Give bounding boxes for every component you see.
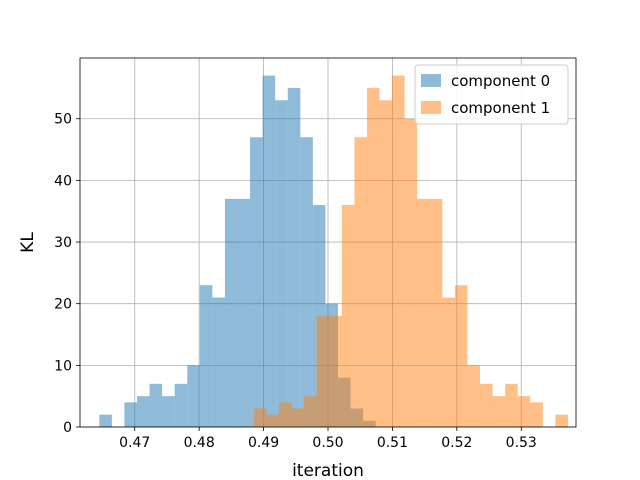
histogram-bar-series-0 (124, 402, 138, 427)
histogram-bar-series-1 (454, 285, 468, 427)
histogram-bar-series-1 (354, 137, 367, 427)
histogram-bar-series-0 (275, 100, 288, 427)
y-tick-label: 30 (54, 235, 72, 251)
histogram-bar-series-1 (316, 316, 330, 427)
histogram-bar-series-1 (555, 414, 568, 427)
histogram-bar-series-0 (137, 396, 150, 427)
x-tick-label: 0.50 (312, 435, 343, 451)
legend-frame (414, 64, 569, 125)
legend: component 0 component 1 (414, 64, 569, 125)
histogram-bar-series-0 (149, 383, 163, 427)
histogram-bar-series-0 (99, 414, 112, 427)
y-tick-label: 10 (54, 358, 72, 374)
histogram-bar-series-1 (417, 198, 430, 427)
histogram-bar-series-1 (467, 365, 481, 427)
axis-ticks: 0.47 0.48 0.49 0.50 0.51 0.52 0.53 0 10 20 30 40 50 (54, 112, 537, 451)
histogram-bar-series-1 (429, 198, 443, 427)
histogram-bar-series-0 (224, 198, 238, 427)
histogram-bar-series-1 (480, 383, 493, 427)
x-tick-label: 0.49 (248, 435, 279, 451)
histogram-bar-series-1 (329, 316, 342, 427)
histogram-bar-series-0 (300, 137, 313, 427)
legend-label-0: component 0 (451, 72, 550, 90)
histogram-bar-series-1 (392, 75, 405, 428)
y-tick-label: 0 (63, 420, 72, 436)
x-tick-label: 0.53 (506, 435, 537, 451)
histogram-bar-series-1 (517, 396, 531, 427)
histogram-bar-series-1 (366, 87, 380, 427)
histogram-bar-series-1 (404, 118, 418, 428)
histogram-bar-series-1 (341, 205, 355, 427)
histogram-bar-series-1 (530, 402, 543, 427)
histogram-bar-series-1 (291, 408, 305, 427)
histogram-bar-series-0 (237, 198, 251, 427)
histogram-bar-series-1 (492, 396, 506, 427)
histogram-bar-series-0 (287, 87, 301, 427)
x-tick-label: 0.47 (119, 435, 150, 451)
legend-swatch-1 (421, 101, 441, 114)
histogram-bar-series-1 (253, 408, 267, 427)
histogram-bar-series-0 (174, 383, 188, 427)
histogram-bar-series-1 (379, 100, 393, 427)
histogram-bar-series-0 (199, 285, 213, 427)
x-tick-label: 0.51 (377, 435, 408, 451)
y-tick-label: 50 (54, 112, 72, 128)
y-tick-label: 40 (54, 173, 72, 189)
histogram-bar-series-0 (250, 137, 263, 427)
histogram-bar-series-1 (279, 402, 292, 427)
histogram-bar-series-0 (262, 75, 276, 428)
legend-label-1: component 1 (451, 99, 550, 117)
legend-swatch-0 (421, 74, 441, 87)
histogram-bar-series-1 (266, 414, 280, 427)
x-tick-label: 0.52 (441, 435, 472, 451)
histogram-bar-series-1 (304, 396, 317, 427)
histogram-bar-series-1 (442, 297, 455, 427)
histogram-bar-series-1 (505, 383, 518, 427)
histogram-bars (99, 75, 568, 428)
x-tick-label: 0.48 (184, 435, 215, 451)
y-tick-label: 20 (54, 297, 72, 313)
histogram-bar-series-0 (162, 396, 175, 427)
histogram-bar-series-0 (212, 297, 225, 427)
histogram-bar-series-0 (187, 365, 200, 427)
y-axis-title: KL (18, 232, 38, 253)
x-axis-title: iteration (292, 461, 364, 480)
